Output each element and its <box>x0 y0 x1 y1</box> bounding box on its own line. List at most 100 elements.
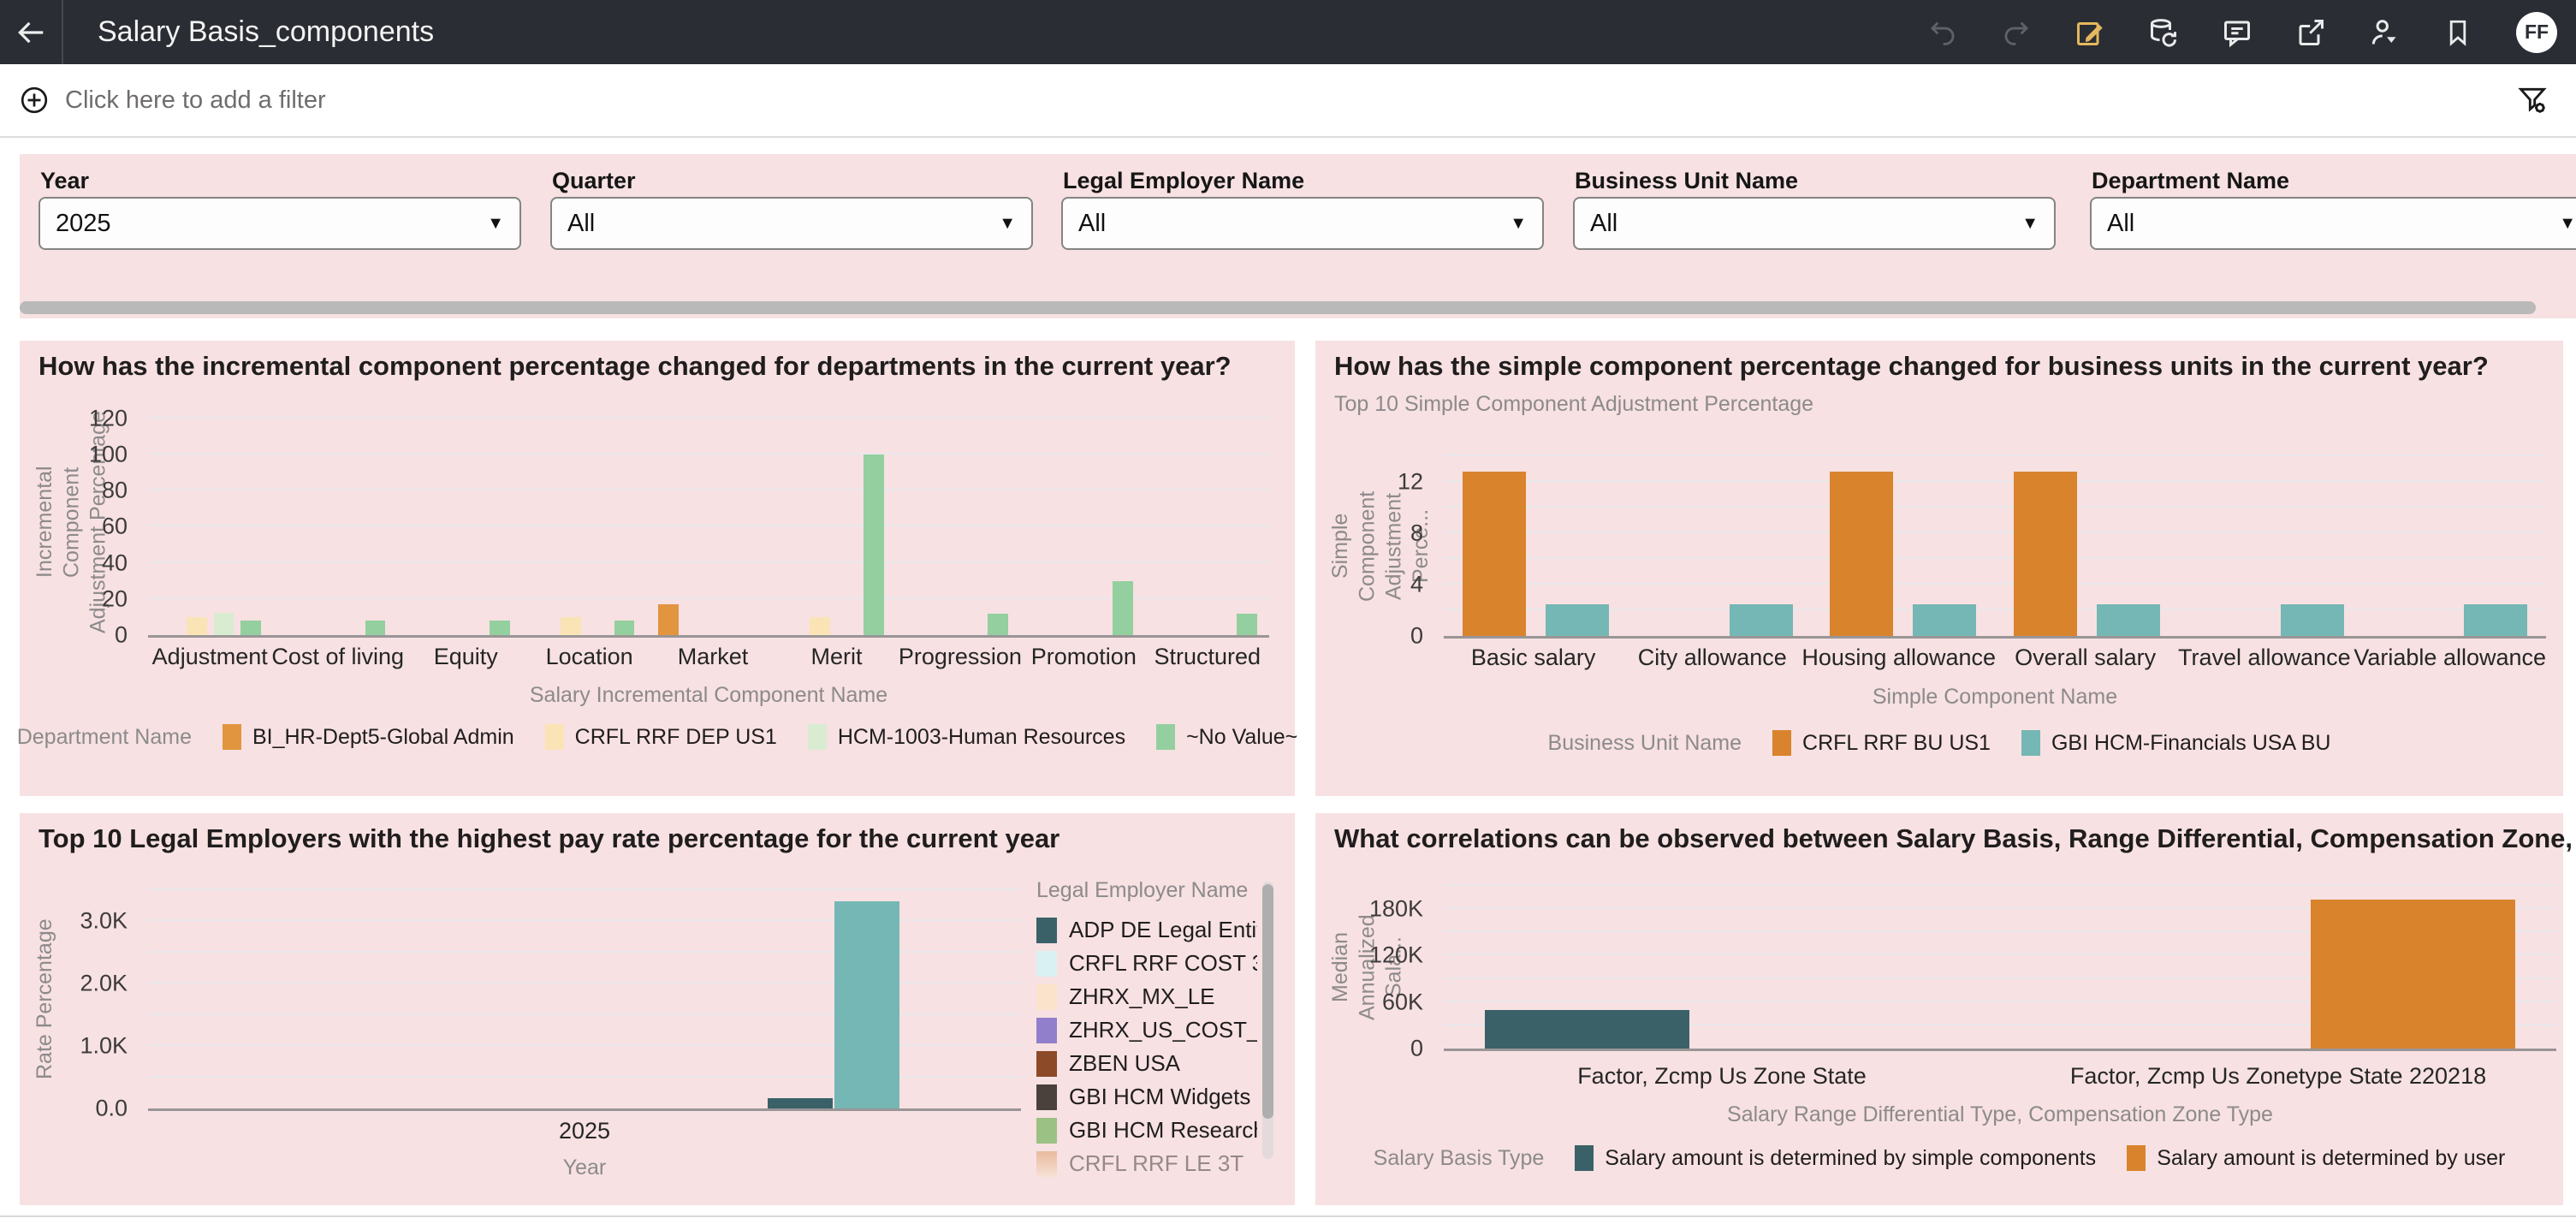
bar[interactable] <box>834 901 899 1108</box>
bar[interactable] <box>560 616 581 635</box>
legend-item[interactable]: Salary amount is determined by simple co… <box>1575 1145 2096 1171</box>
bar[interactable] <box>988 613 1009 635</box>
series-slot <box>931 409 958 635</box>
legend-item[interactable]: CRFL RRF LE 3T <box>1036 1147 1257 1180</box>
legend-swatch <box>1036 1017 1057 1043</box>
series-slot <box>655 409 681 635</box>
series-slot <box>1636 456 1719 636</box>
add-filter-label[interactable]: Click here to add a filter <box>65 86 326 114</box>
redo-icon[interactable] <box>2001 17 2032 48</box>
panel-incremental-component-chart: How has the incremental component percen… <box>17 341 1297 796</box>
business-unit-dropdown[interactable]: All ▼ <box>1573 197 2056 250</box>
bar[interactable] <box>1112 580 1133 635</box>
series-slot <box>2086 456 2169 636</box>
undo-icon[interactable] <box>1927 17 1958 48</box>
refresh-data-icon[interactable] <box>2148 17 2179 48</box>
bar[interactable] <box>365 621 386 635</box>
category-label: Adjustment <box>151 644 268 669</box>
legend-swatch <box>1036 1117 1057 1144</box>
bar[interactable] <box>809 616 830 635</box>
y-tick-label: 60 <box>101 513 128 539</box>
bar[interactable] <box>1484 1009 1690 1049</box>
legend-item[interactable]: ZHRX_MX_LE <box>1036 980 1257 1013</box>
bookmark-icon[interactable] <box>2442 17 2473 48</box>
comments-icon[interactable] <box>2222 17 2253 48</box>
y-axis-ticks: 0 4 8 12 <box>1350 456 1435 649</box>
bar[interactable] <box>1546 603 1609 636</box>
series-slot <box>362 409 389 635</box>
bar[interactable] <box>863 454 884 635</box>
bar[interactable] <box>658 604 679 635</box>
user-menu-icon[interactable] <box>2369 17 2400 48</box>
export-share-icon[interactable] <box>2295 17 2326 48</box>
category-label: Promotion <box>1030 644 1137 669</box>
gridline <box>1444 480 2546 482</box>
bar[interactable] <box>1729 603 1793 636</box>
bar[interactable] <box>614 621 635 635</box>
legend-swatch <box>1575 1145 1594 1171</box>
year-dropdown[interactable]: 2025 ▼ <box>39 197 521 250</box>
legend-item[interactable]: BI_HR-Dept5-Global Admin <box>222 724 514 750</box>
bar[interactable] <box>2097 603 2161 636</box>
bar[interactable] <box>490 621 510 635</box>
legend-swatch <box>1156 724 1176 750</box>
bar[interactable] <box>1830 472 1893 636</box>
add-filter-icon[interactable] <box>19 85 50 116</box>
legend-item[interactable]: GBI HCM-Financials USA BU <box>2021 730 2330 756</box>
legend-item[interactable]: CRFL RRF COST 3T <box>1036 947 1257 980</box>
bar[interactable] <box>1237 613 1258 635</box>
filter-settings-icon[interactable] <box>2516 84 2549 116</box>
gridline <box>1444 609 2546 610</box>
category-group <box>1811 456 1995 636</box>
series-slot <box>1722 886 1991 1049</box>
scrollbar-thumb[interactable] <box>1262 884 1273 1119</box>
legend-item[interactable]: ZBEN USA <box>1036 1047 1257 1080</box>
legend: Salary Basis Type Salary amount is determ… <box>1333 1145 2546 1171</box>
legend-item[interactable]: GBI HCM Research ... <box>1036 1114 1257 1147</box>
horizontal-scrollbar[interactable] <box>20 301 2536 314</box>
bar[interactable] <box>213 612 234 635</box>
y-tick-label: 100 <box>88 441 128 467</box>
legend-item[interactable]: Salary amount is determined by user <box>2127 1145 2505 1171</box>
category-label: Market <box>677 644 749 669</box>
legend-item[interactable]: GBI HCM Widgets ... <box>1036 1080 1257 1114</box>
chevron-down-icon: ▼ <box>487 213 504 233</box>
bar[interactable] <box>1913 603 1977 636</box>
legend: Legal Employer Name ADP DE Legal Entity CR… <box>1036 878 1257 1195</box>
gridline <box>1444 583 2546 585</box>
legend-scrollbar[interactable] <box>1262 882 1273 1159</box>
dropdown-value: 2025 <box>56 209 111 237</box>
bar[interactable] <box>1462 472 1526 636</box>
department-dropdown[interactable]: All ▼ <box>2090 197 2576 250</box>
legend-item[interactable]: ADP DE Legal Entity <box>1036 913 1257 947</box>
avatar[interactable]: FF <box>2516 11 2557 53</box>
bar[interactable] <box>240 621 261 635</box>
quarter-dropdown[interactable]: All ▼ <box>550 197 1033 250</box>
gridline <box>148 950 1021 953</box>
legend-item[interactable]: HCM-1003-Human Resources <box>807 724 1125 750</box>
legend-item[interactable]: CRFL RRF BU US1 <box>1772 730 1991 756</box>
back-arrow-icon <box>18 21 44 43</box>
y-tick-label: 0.0 <box>95 1095 128 1121</box>
y-tick-label: 20 <box>101 585 128 612</box>
bar[interactable] <box>768 1097 834 1108</box>
series-slot <box>584 409 610 635</box>
legend-item[interactable]: ZHRX_US_COST_L... <box>1036 1013 1257 1047</box>
series-slot <box>282 409 308 635</box>
legend-label: CRFL RRF COST 3T <box>1069 950 1257 976</box>
bar[interactable] <box>2280 603 2344 636</box>
back-button[interactable] <box>0 0 62 64</box>
legal-employer-dropdown[interactable]: All ▼ <box>1061 197 1544 250</box>
bar[interactable] <box>2310 900 2516 1049</box>
legend-item[interactable]: CRFL RRF DEP US1 <box>544 724 777 750</box>
legend-item[interactable]: ~No Value~ <box>1156 724 1297 750</box>
series-slot <box>2003 456 2086 636</box>
bar[interactable] <box>2464 603 2528 636</box>
filter-label: Legal Employer Name <box>1063 168 1305 193</box>
bar[interactable] <box>187 616 207 635</box>
category-label: Basic salary <box>1470 645 1596 670</box>
series-slot <box>237 409 264 635</box>
edit-icon[interactable] <box>2074 17 2105 48</box>
legend-label: CRFL RRF LE 3T <box>1069 1150 1244 1176</box>
bar[interactable] <box>2013 472 2077 636</box>
